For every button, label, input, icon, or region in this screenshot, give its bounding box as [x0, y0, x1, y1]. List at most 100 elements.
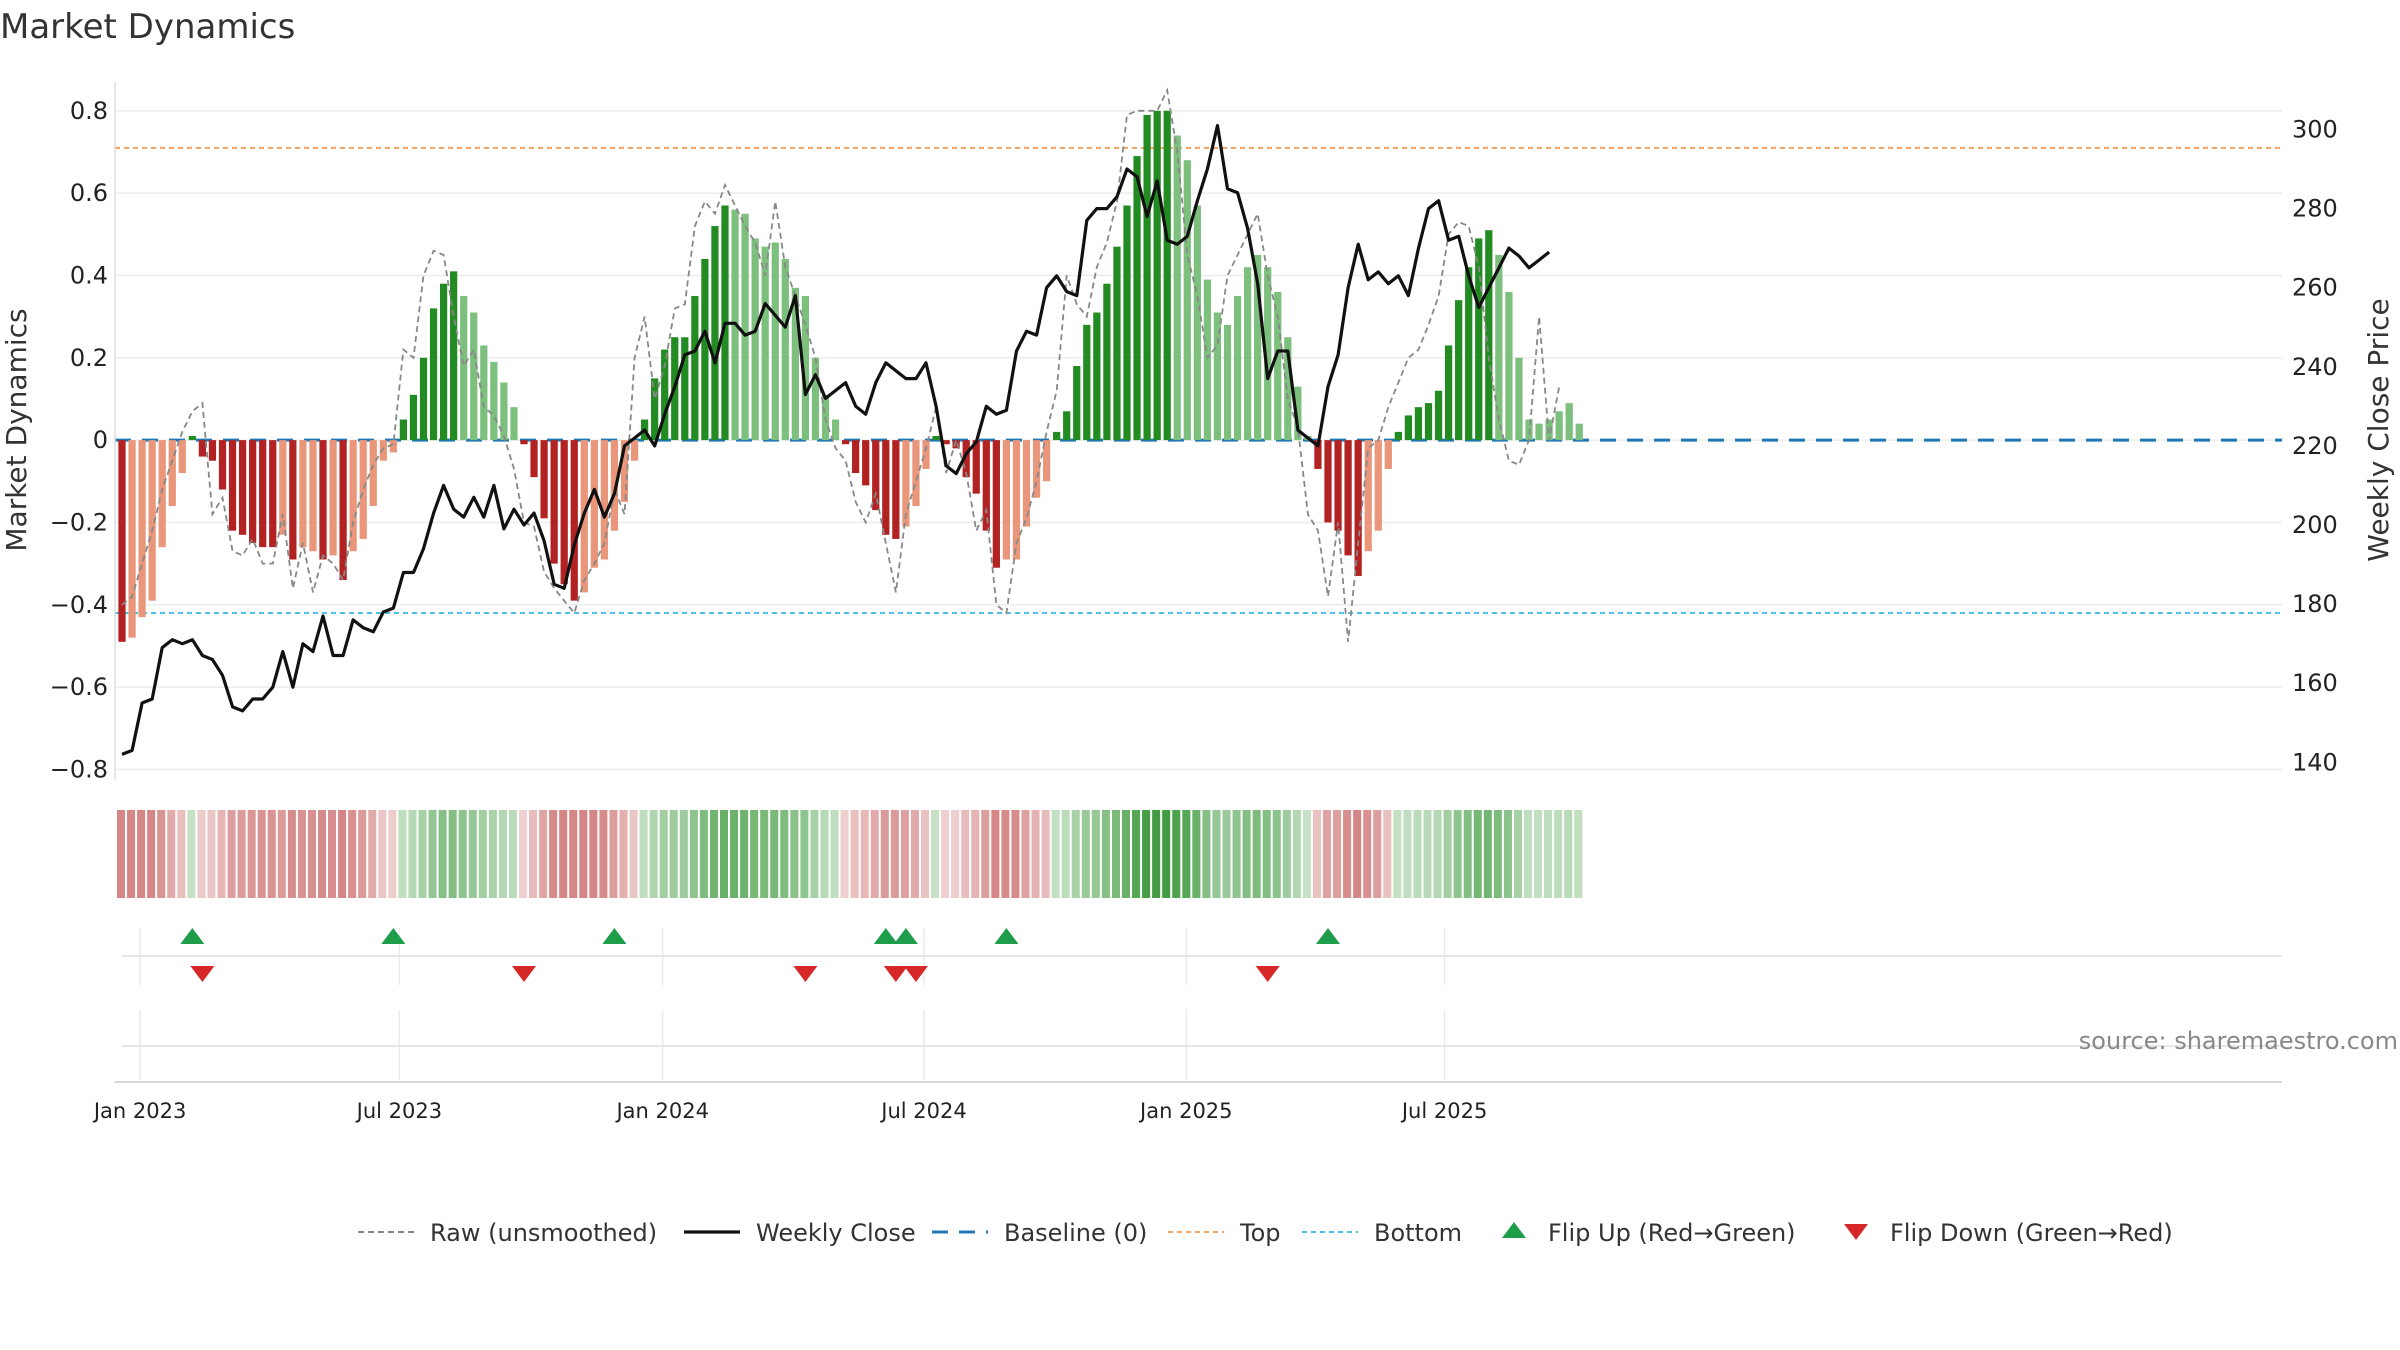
regime-cell: [368, 810, 377, 898]
left-tick-label: 0.8: [70, 97, 108, 125]
regime-cell: [1061, 810, 1070, 898]
regime-cell: [187, 810, 196, 898]
regime-cell: [1111, 810, 1120, 898]
dynamics-bar: [932, 436, 940, 441]
dynamics-bar: [470, 312, 478, 441]
regime-cell: [1202, 810, 1211, 898]
regime-cell: [307, 810, 316, 898]
flip-up-marker: [1316, 928, 1340, 944]
dynamics-bar: [319, 440, 327, 560]
regime-cell: [358, 810, 367, 898]
regime-cell: [1343, 810, 1352, 898]
dynamics-bar: [1032, 440, 1041, 498]
regime-cell: [1142, 810, 1151, 898]
dynamics-bar: [450, 271, 458, 441]
dynamics-bar: [811, 357, 820, 441]
dynamics-bar: [1505, 291, 1513, 441]
dynamics-bar: [1093, 312, 1101, 441]
right-tick-label: 220: [2292, 432, 2338, 460]
regime-cell: [1081, 810, 1090, 898]
dynamics-bar: [771, 242, 779, 441]
x-tick-label: Jan 2025: [1138, 1099, 1233, 1123]
dynamics-bar: [1223, 324, 1232, 441]
dynamics-bar: [289, 440, 297, 560]
dynamics-bar: [490, 361, 498, 441]
regime-cell: [629, 810, 638, 898]
dynamics-bar: [349, 440, 357, 552]
regime-cell: [1121, 810, 1131, 898]
regime-cell: [589, 810, 598, 898]
regime-cell: [679, 810, 688, 898]
raw-series: [121, 87, 1561, 642]
dynamics-bar: [1434, 390, 1443, 441]
dynamics-bar: [279, 440, 287, 535]
regime-cell: [267, 810, 276, 898]
flip-up-marker: [994, 928, 1019, 944]
regime-cell: [1252, 810, 1261, 898]
dynamics-bar: [651, 378, 659, 441]
dynamics-bar: [801, 296, 810, 441]
dynamics-bar: [1354, 440, 1362, 576]
weekly-close-series: [121, 123, 1551, 756]
dynamics-bar: [962, 440, 970, 478]
flip-down-marker: [190, 966, 215, 982]
dynamics-bar: [781, 259, 789, 441]
regime-cell: [177, 810, 186, 898]
regime-cell: [920, 810, 930, 898]
dynamics-bar: [1063, 411, 1071, 441]
left-tick-label: −0.4: [50, 591, 108, 619]
regime-cell: [408, 810, 417, 898]
regime-cell: [961, 810, 970, 898]
regime-cell: [1302, 810, 1311, 898]
regime-cell: [207, 810, 216, 898]
legend-swatch-flip-down: [1844, 1224, 1868, 1240]
dynamics-bar: [1535, 423, 1543, 441]
flip-markers-panel: [122, 928, 2282, 982]
regime-cell: [1031, 810, 1040, 898]
x-tick-label: Jul 2025: [1400, 1099, 1487, 1123]
regime-cell: [569, 810, 578, 898]
regime-cell: [1242, 810, 1251, 898]
left-tick-label: 0.4: [70, 261, 108, 289]
regime-cell: [328, 810, 337, 898]
dynamics-bar: [761, 246, 769, 441]
dynamics-bar: [299, 440, 307, 548]
dynamics-bar: [1213, 312, 1222, 441]
dynamics-bar: [1364, 440, 1372, 552]
regime-cell: [760, 810, 769, 898]
regime-cell: [237, 810, 246, 898]
regime-cell: [870, 810, 879, 898]
regime-cell: [1443, 810, 1452, 898]
dynamics-bar: [1284, 337, 1292, 441]
regime-cell: [850, 810, 859, 898]
dynamics-bar: [249, 440, 257, 544]
dynamics-bar: [1495, 254, 1503, 441]
dynamics-bar: [1022, 440, 1031, 527]
left-axis: 0.8 0.6 0.4 0.2 0 −0.2 −0.4 −0.6 −0.8: [50, 82, 116, 783]
regime-cell: [1574, 810, 1583, 898]
right-tick-label: 260: [2292, 274, 2338, 302]
regime-cell: [730, 810, 739, 898]
right-tick-label: 200: [2292, 511, 2338, 539]
regime-cell: [931, 810, 940, 898]
regime-cell: [1182, 810, 1191, 898]
legend-item-baseline: Baseline (0): [932, 1219, 1147, 1247]
dynamics-bar: [339, 440, 347, 581]
regime-cell: [910, 810, 919, 898]
regime-cell: [639, 810, 648, 898]
dynamics-bar: [399, 419, 408, 441]
dynamics-bar: [429, 308, 438, 441]
dynamics-bar: [480, 345, 488, 441]
regime-cell: [719, 810, 729, 898]
regime-cell: [1373, 810, 1382, 898]
weekly-close-line: [121, 123, 1551, 756]
dynamics-bar: [1183, 160, 1191, 441]
regime-cell: [780, 810, 789, 898]
regime-cell: [1393, 810, 1402, 898]
regime-cell: [1523, 810, 1533, 898]
regime-cell: [750, 810, 759, 898]
regime-cell: [1232, 810, 1241, 898]
regime-cell: [518, 810, 528, 898]
dynamics-bar: [982, 440, 990, 531]
regime-cell: [1322, 810, 1332, 898]
